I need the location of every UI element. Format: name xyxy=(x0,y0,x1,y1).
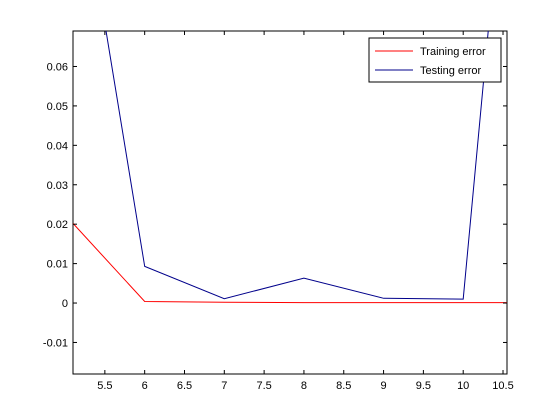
series-layer xyxy=(73,31,507,304)
y-tick-label: 0.04 xyxy=(47,140,68,152)
x-tick-label: 6.5 xyxy=(177,380,192,392)
y-tick-label: 0.03 xyxy=(47,180,68,192)
x-tick-label: 10 xyxy=(457,380,469,392)
axis-ticks: 5.5 6 6.5 7 7.5 8 8.5 9 9.5 10 10.5 -0.01 0 0.01 0.02 0… xyxy=(43,31,514,392)
y-tick-label: 0.02 xyxy=(47,219,68,231)
x-tick-label: 7 xyxy=(221,380,227,392)
y-tick-label: 0.01 xyxy=(47,259,68,271)
plot-area xyxy=(72,30,508,375)
legend-box xyxy=(368,37,502,83)
legend-label: Training error xyxy=(420,46,486,58)
series-line-training-error xyxy=(73,223,507,304)
y-tick-label: -0.01 xyxy=(43,337,68,349)
y-tick-label: 0.05 xyxy=(47,101,68,113)
x-tick-label: 7.5 xyxy=(256,380,271,392)
legend: Training error Testing error xyxy=(368,37,502,83)
x-tick-label: 5.5 xyxy=(97,380,112,392)
legend-label: Testing error xyxy=(420,65,481,77)
x-tick-label: 10.5 xyxy=(492,380,513,392)
x-tick-label: 9 xyxy=(381,380,387,392)
x-tick-label: 9.5 xyxy=(416,380,431,392)
x-tick-label: 8 xyxy=(301,380,307,392)
y-tick-label: 0 xyxy=(62,298,68,310)
y-tick-label: 0.06 xyxy=(47,61,68,73)
x-tick-label: 6 xyxy=(142,380,148,392)
x-tick-label: 8.5 xyxy=(336,380,351,392)
series-line-testing-error xyxy=(105,31,489,300)
